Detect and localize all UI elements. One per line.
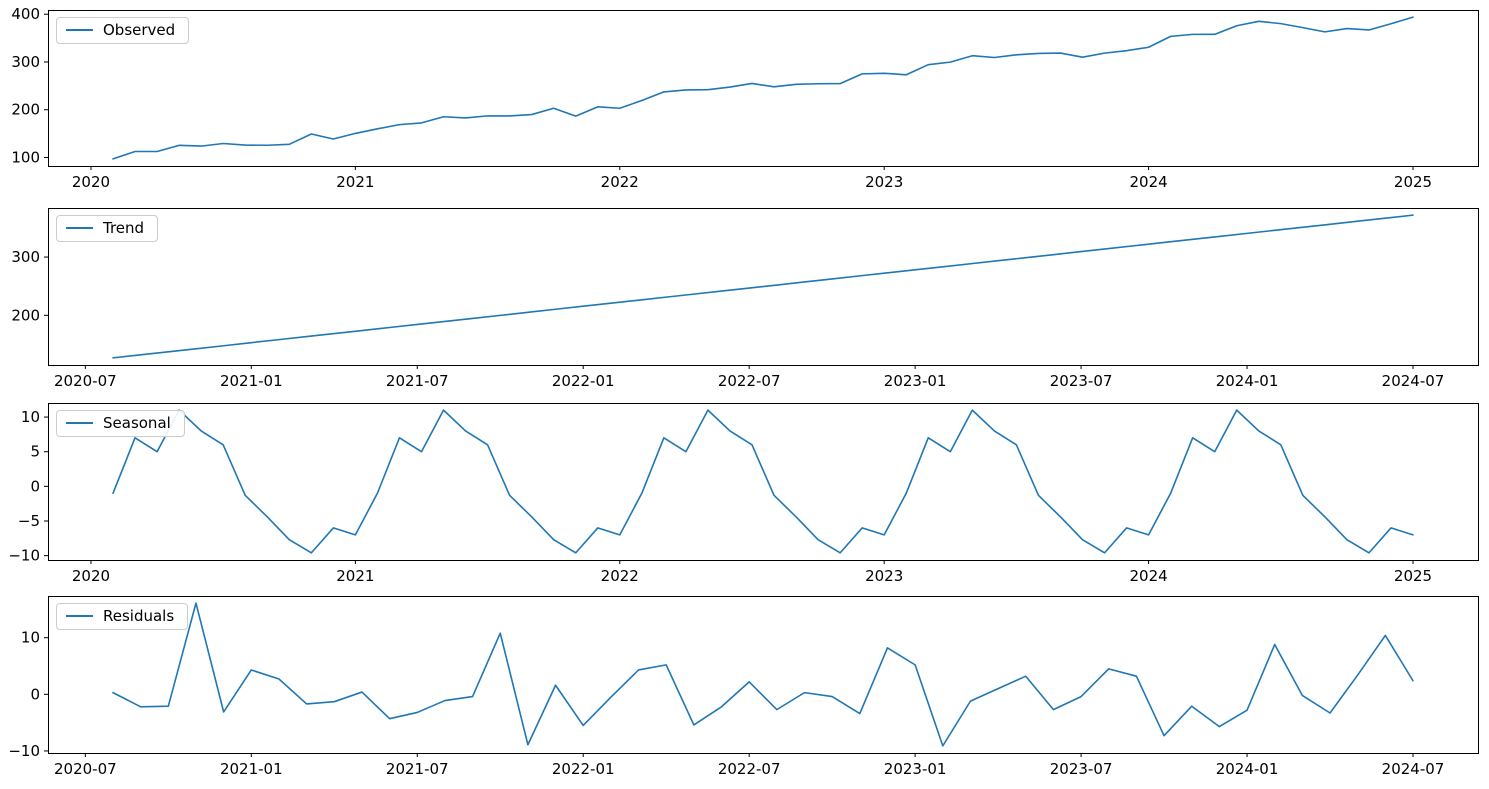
y-tick-label: 10 (21, 629, 40, 647)
legend-observed: Observed (56, 17, 190, 44)
legend-residuals: Residuals (56, 603, 189, 630)
legend-line-swatch (66, 227, 93, 230)
panel-observed-spines (48, 10, 1479, 167)
x-tick-label: 2023-07 (1050, 372, 1113, 390)
y-tick-label: 5 (30, 443, 40, 461)
x-tick-label: 2023 (865, 567, 903, 585)
x-tick-label: 2022-01 (552, 372, 615, 390)
x-tick-label: 2022 (601, 173, 639, 191)
x-tick-label: 2024-01 (1216, 760, 1279, 778)
x-tick-label: 2020-07 (54, 760, 117, 778)
residuals-line (112, 602, 1414, 747)
x-tick-label: 2021-01 (220, 372, 283, 390)
legend-label-observed: Observed (103, 21, 176, 39)
x-tick-label: 2024 (1129, 567, 1167, 585)
x-tick-label: 2020 (72, 173, 110, 191)
y-tick-label: −10 (8, 547, 40, 565)
x-tick-label: 2020 (72, 567, 110, 585)
y-tick-label: 10 (21, 408, 40, 426)
x-tick-label: 2021-07 (386, 760, 449, 778)
legend-seasonal: Seasonal (56, 410, 185, 437)
y-tick-label: 200 (11, 306, 40, 324)
x-tick-label: 2025 (1394, 173, 1432, 191)
y-tick-label: 300 (11, 248, 40, 266)
legend-label-trend: Trend (103, 219, 145, 237)
legend-line-swatch (66, 29, 93, 32)
panel-residuals-spines (48, 596, 1479, 754)
x-tick-label: 2023 (865, 173, 903, 191)
y-tick-label: −10 (8, 742, 40, 760)
x-tick-label: 2024-07 (1382, 760, 1445, 778)
x-tick-label: 2024-07 (1382, 372, 1445, 390)
y-tick-label: 300 (11, 53, 40, 71)
x-tick-label: 2023-07 (1050, 760, 1113, 778)
x-tick-label: 2021-01 (220, 760, 283, 778)
x-tick-label: 2023-01 (884, 372, 947, 390)
observed-line (112, 16, 1414, 160)
x-tick-label: 2023-01 (884, 760, 947, 778)
x-tick-label: 2025 (1394, 567, 1432, 585)
x-tick-label: 2022 (601, 567, 639, 585)
y-tick-label: 0 (30, 477, 40, 495)
panel-seasonal-spines (48, 403, 1479, 561)
y-tick-label: 100 (11, 148, 40, 166)
seasonal-line (112, 409, 1414, 554)
legend-label-residuals: Residuals (103, 607, 175, 625)
legend-label-seasonal: Seasonal (103, 414, 171, 432)
y-tick-label: 0 (30, 685, 40, 703)
x-tick-label: 2022-07 (718, 372, 781, 390)
x-tick-label: 2022-07 (718, 760, 781, 778)
x-tick-label: 2024-01 (1216, 372, 1279, 390)
y-tick-label: 400 (11, 5, 40, 23)
legend-line-swatch (66, 422, 93, 425)
x-tick-label: 2021 (336, 567, 374, 585)
legend-line-swatch (66, 615, 93, 618)
legend-trend: Trend (56, 215, 159, 242)
panel-trend-spines (48, 208, 1479, 366)
x-tick-label: 2020-07 (54, 372, 117, 390)
x-tick-label: 2022-01 (552, 760, 615, 778)
trend-line (112, 214, 1414, 359)
y-tick-label: 200 (11, 101, 40, 119)
x-tick-label: 2021 (336, 173, 374, 191)
x-tick-label: 2024 (1129, 173, 1167, 191)
y-tick-label: −5 (18, 512, 40, 530)
x-tick-label: 2021-07 (386, 372, 449, 390)
